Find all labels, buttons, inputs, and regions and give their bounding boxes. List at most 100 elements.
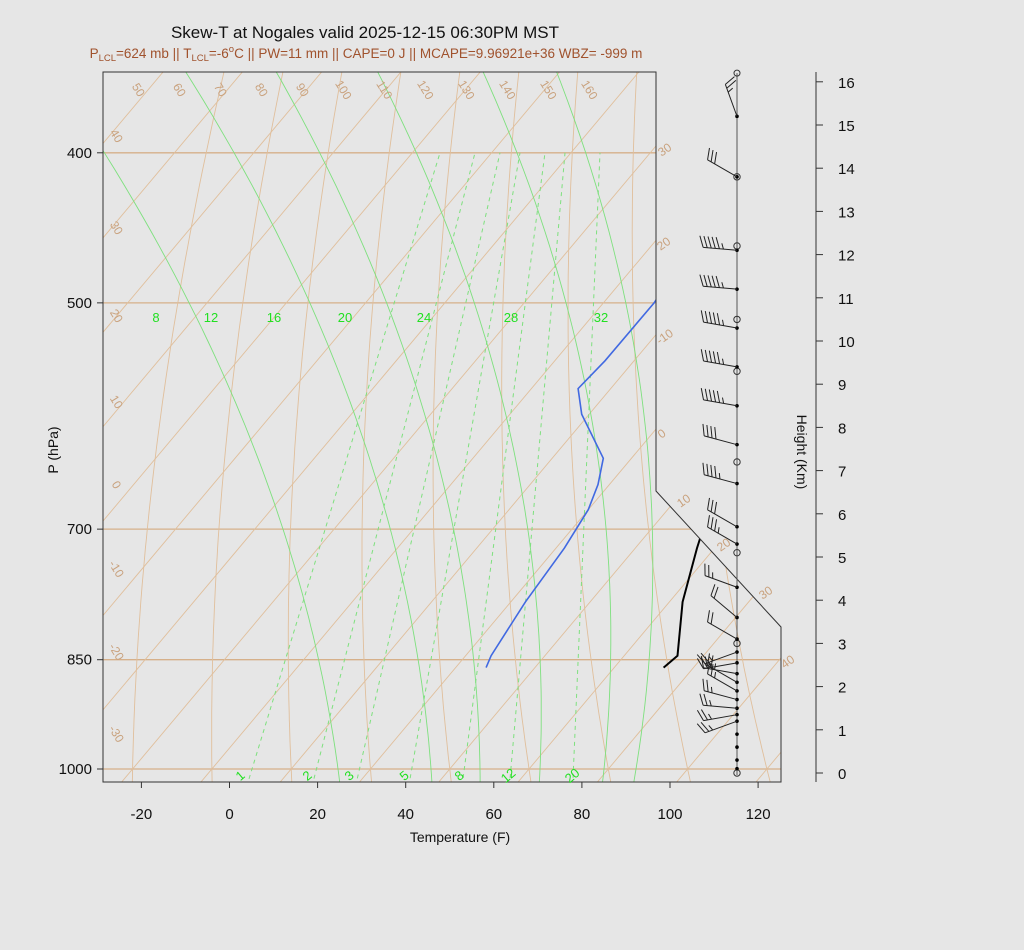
wind-barb-shaft: [703, 662, 738, 670]
height-tick-label: 12: [838, 248, 855, 265]
adiabat-label: 100: [332, 78, 355, 103]
mixing-ratio-label: 12: [204, 310, 218, 325]
height-tick-label: 5: [838, 550, 846, 567]
x-tick-label: 60: [485, 806, 502, 823]
wind-barbs: [696, 69, 741, 777]
wind-barb-flag: [708, 713, 712, 720]
background-grid: [103, 0, 1024, 802]
x-tick-label: 0: [225, 806, 233, 823]
x-axis-label: Temperature (F): [410, 829, 510, 845]
wind-barb-flag: [716, 313, 721, 326]
wind-barb-flag: [712, 390, 717, 403]
wind-point: [735, 326, 739, 330]
adiabat-label: 20: [107, 307, 126, 326]
moist-adiabat-line: [103, 72, 343, 782]
isotherm-line: [103, 72, 781, 782]
isotherm-line: [103, 72, 781, 782]
wind-barb-flag: [696, 654, 706, 664]
mixing-ratio-label: 32: [594, 310, 608, 325]
wind-barb-flag: [704, 310, 709, 323]
isotherm-label: 0: [655, 426, 669, 441]
y-tick-label: 400: [67, 145, 92, 162]
adiabat-label: 70: [211, 81, 230, 100]
calm-circle: [733, 69, 741, 77]
height-tick-label: 0: [838, 766, 846, 783]
dry-adiabat-line: [979, 0, 1024, 802]
wind-barb-flag: [714, 465, 717, 478]
mixing-ratio-label: 16: [267, 310, 281, 325]
wind-barb-flag: [700, 388, 705, 400]
wind-barb-flag: [699, 235, 704, 248]
isotherm-line: [183, 72, 781, 782]
wind-barb-flag: [708, 656, 714, 662]
wind-point: [735, 745, 739, 749]
moist-adiabat-line: [317, 72, 612, 782]
height-tick-label: 9: [838, 377, 846, 394]
wind-barb-shaft: [707, 526, 738, 545]
wind-barb-shaft: [703, 285, 738, 290]
wind-barb-shaft: [703, 360, 738, 368]
x-tick-label: 80: [574, 806, 591, 823]
adiabat-label: 30: [107, 219, 126, 238]
wind-barb-flag: [725, 76, 735, 85]
wind-barb-flag: [700, 349, 705, 362]
wind-barb-flag: [700, 310, 705, 323]
wind-barb-shaft: [704, 575, 738, 588]
height-tick-label: 4: [838, 593, 846, 610]
wind-barb-flag: [696, 658, 704, 669]
wind-barb-flag: [711, 275, 716, 288]
wind-barb-flag: [710, 664, 714, 677]
wind-barb-flag: [707, 275, 712, 288]
isotherm-line: [103, 72, 781, 782]
wind-barb-flag: [707, 515, 710, 528]
moist-adiabat-line: [103, 72, 481, 782]
height-tick-label: 6: [838, 507, 846, 524]
wind-barb-shaft: [704, 651, 738, 665]
wind-barb-shaft: [703, 246, 738, 251]
wind-barb-flag: [708, 311, 713, 324]
wind-barb-flag: [717, 527, 720, 534]
isotherm-label: 20: [654, 234, 673, 253]
wind-barb-flag: [714, 519, 718, 532]
calm-circle: [733, 173, 741, 181]
height-tick-label: 3: [838, 636, 846, 653]
wind-barb-flag: [696, 710, 704, 721]
wind-barb-flag: [706, 424, 709, 437]
wind-barb-flag: [726, 80, 737, 89]
wind-barb-flag: [704, 349, 709, 362]
adiabat-label: 0: [109, 478, 125, 491]
wind-barb-shaft: [707, 509, 738, 528]
plot-border: [102, 71, 782, 783]
wind-barb-flag: [715, 275, 720, 288]
wind-barb-shaft: [704, 690, 738, 701]
wind-barb-flag: [710, 499, 714, 512]
wind-barb-shaft: [704, 435, 738, 446]
mixing-ratio-label: 1: [233, 767, 248, 783]
dry-adiabat-line: [631, 72, 781, 782]
isotherm-line: [342, 72, 781, 782]
isotherm-label: 20: [714, 535, 733, 554]
dewpoint-line: [485, 72, 781, 668]
height-tick-label: 7: [838, 464, 846, 481]
mixing-ratio-label: 28: [504, 310, 518, 325]
wind-barb-flag: [699, 274, 704, 287]
wind-barb-flag: [707, 653, 710, 666]
x-tick-label: 20: [309, 806, 326, 823]
isotherm-label: 30: [756, 583, 775, 602]
wind-barb-flag: [721, 282, 724, 289]
wind-barb-flag: [703, 693, 708, 706]
wind-barb-flag: [710, 464, 713, 477]
wind-barb-flag: [704, 388, 709, 401]
dry-adiabat-line: [870, 0, 1017, 802]
wind-barb-flag: [708, 725, 714, 731]
y-axis-label: P (hPa): [45, 426, 61, 473]
height-tick-label: 15: [838, 118, 855, 135]
wind-barb-flag: [700, 709, 708, 721]
isotherm-line: [103, 72, 781, 782]
wind-barb-flag: [703, 235, 708, 248]
mixing-ratio-line: [241, 152, 441, 782]
wind-point: [735, 287, 739, 291]
chart-subtitle: PLCL=624 mb || TLCL=-6oC || PW=11 mm || …: [90, 44, 643, 64]
wind-barb-flag: [710, 517, 714, 530]
